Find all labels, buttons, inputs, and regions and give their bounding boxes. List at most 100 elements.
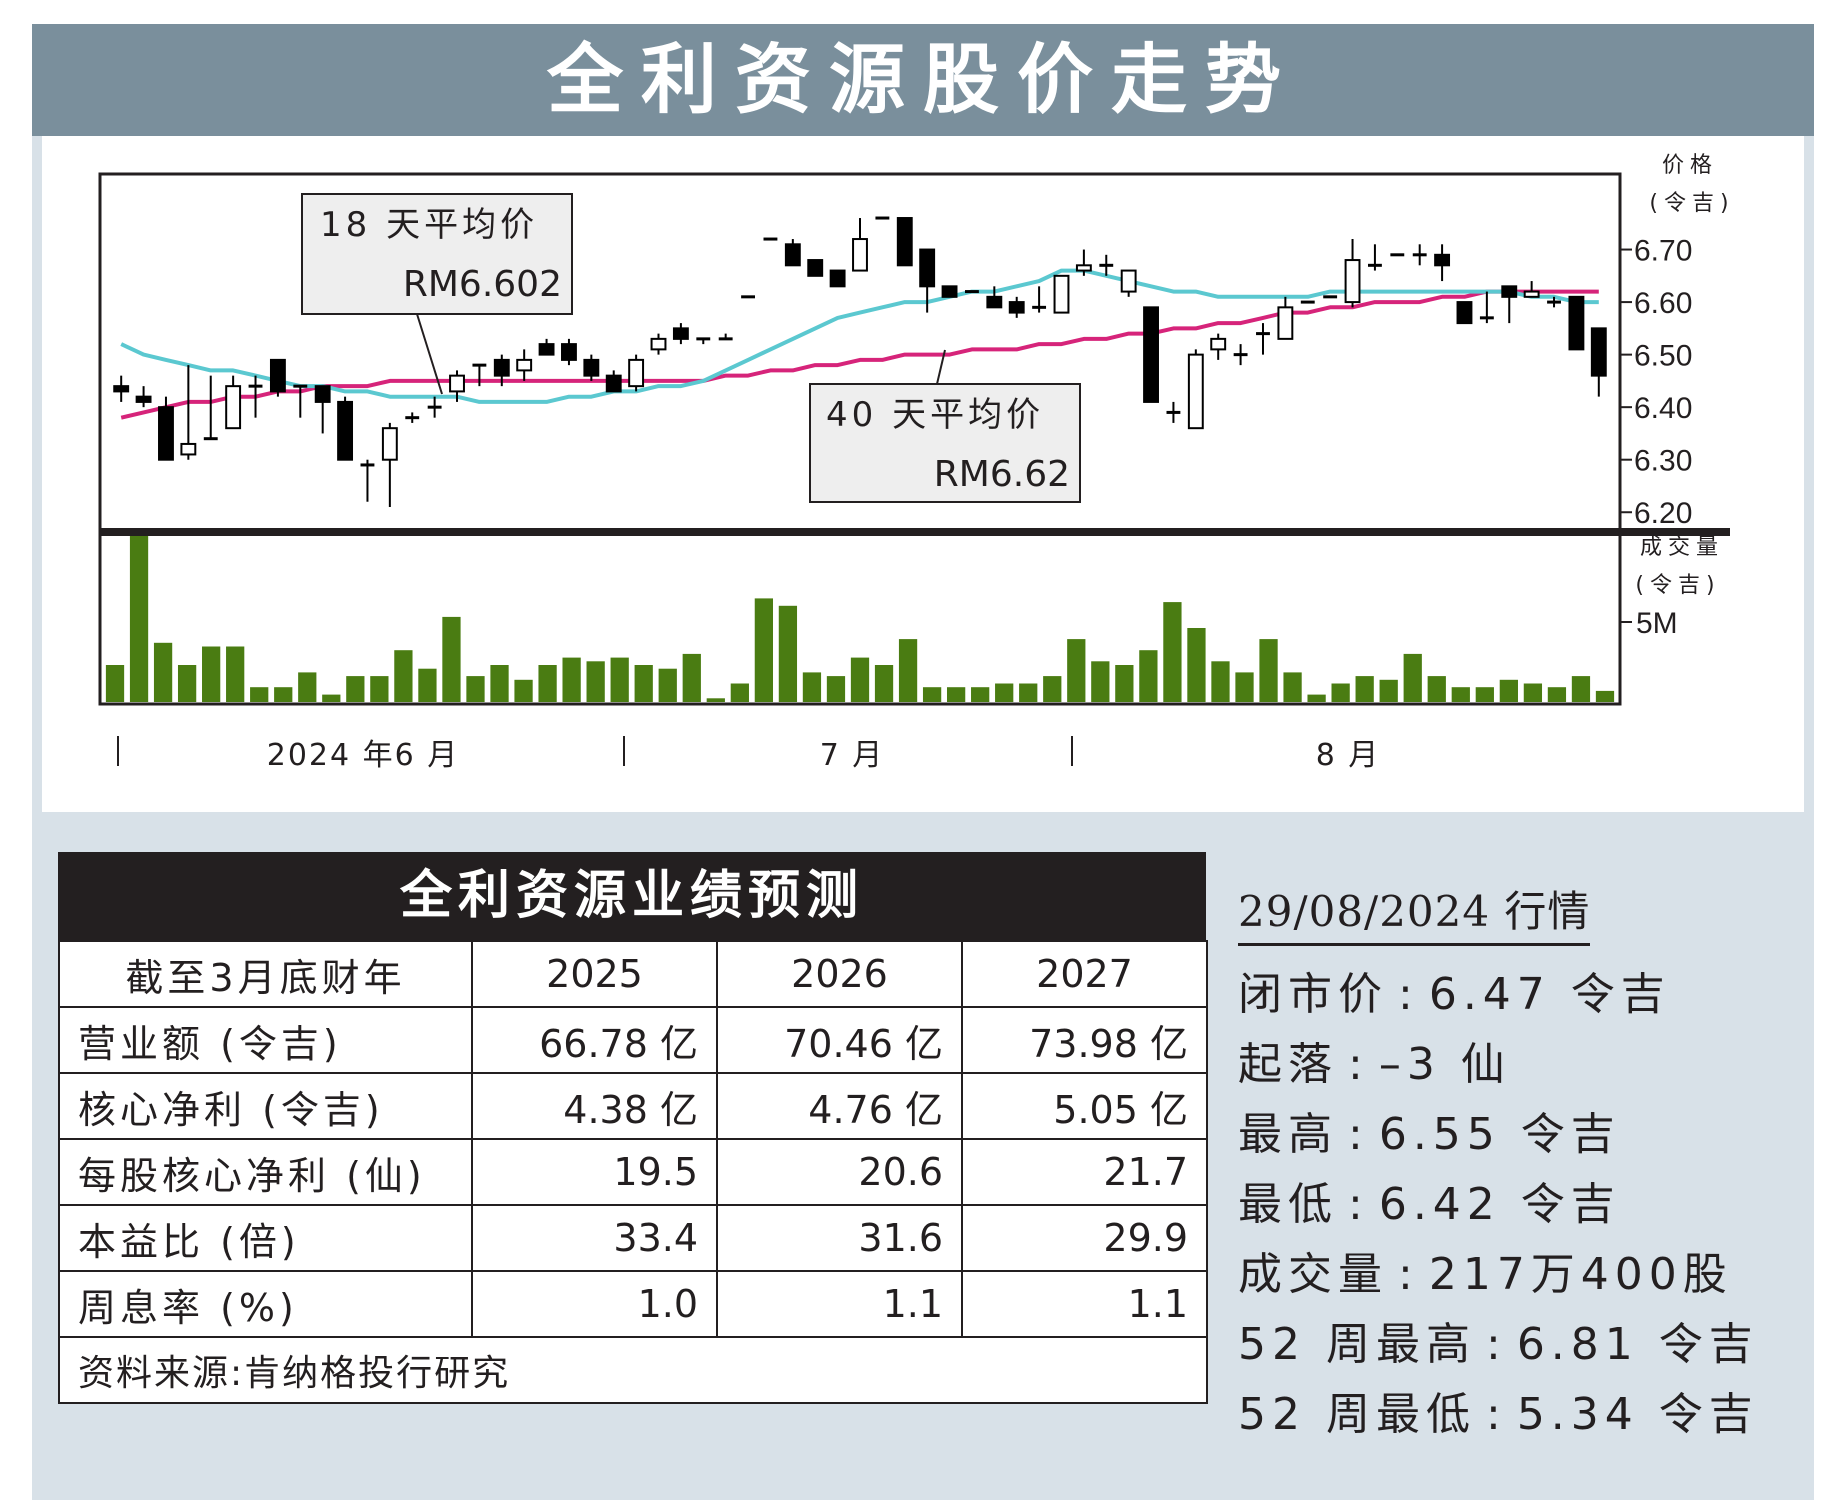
stat-label: 最高 bbox=[1238, 1109, 1338, 1160]
volume-bar bbox=[1571, 676, 1591, 702]
cell-value: 33.4 bbox=[471, 1204, 718, 1272]
ma40-callout-value: RM6.62 bbox=[934, 454, 1070, 495]
volume-bar bbox=[1163, 602, 1182, 702]
stat-separator: : bbox=[1485, 1319, 1507, 1370]
volume-bar bbox=[514, 679, 533, 702]
stat-separator: : bbox=[1348, 1039, 1369, 1090]
row-label: 核心净利 (令吉) bbox=[58, 1072, 473, 1140]
volume-bar bbox=[1067, 639, 1086, 702]
price-tick-label: 6.50 bbox=[1634, 340, 1692, 373]
stat-row: 52 周最高:6.81 令吉 bbox=[1238, 1308, 1759, 1372]
cell-value: 1.0 bbox=[471, 1270, 718, 1338]
volume-bar bbox=[610, 657, 629, 702]
cell-value: 21.7 bbox=[961, 1138, 1208, 1206]
table-header-row: 截至3月底财年 2025 2026 2027 bbox=[58, 940, 1208, 1008]
volume-bar bbox=[1331, 683, 1350, 702]
volume-bars bbox=[105, 535, 1615, 702]
volume-bar bbox=[1307, 694, 1326, 702]
cell-value: 20.6 bbox=[716, 1138, 963, 1206]
cell-value: 31.6 bbox=[716, 1204, 963, 1272]
volume-axis-unit: (令吉) bbox=[1635, 573, 1720, 598]
stat-value: –3 仙 bbox=[1378, 1039, 1511, 1090]
row-label: 周息率 (%) bbox=[58, 1270, 473, 1338]
table-row: 本益比 (倍) 33.4 31.6 29.9 bbox=[58, 1204, 1208, 1272]
volume-bar bbox=[177, 665, 197, 702]
volume-bar bbox=[634, 665, 653, 702]
stat-separator: : bbox=[1398, 969, 1419, 1020]
candle-body bbox=[1210, 337, 1227, 351]
candlesticks bbox=[113, 216, 1607, 507]
candle-body bbox=[941, 285, 958, 298]
stat-row: 起落: –3 仙 bbox=[1238, 1028, 1511, 1092]
candle-body bbox=[180, 442, 197, 456]
candle-body bbox=[538, 343, 555, 356]
candle-body bbox=[1187, 353, 1204, 430]
candle-body bbox=[225, 385, 242, 430]
ma40-callout-pointer bbox=[936, 349, 946, 385]
candle-body bbox=[516, 358, 533, 372]
ma40-callout-label: 40 天平均价 bbox=[826, 395, 1044, 435]
volume-bar bbox=[1187, 628, 1206, 702]
volume-bar bbox=[129, 535, 149, 702]
volume-bar bbox=[153, 642, 173, 702]
cell-value: 1.1 bbox=[961, 1270, 1208, 1338]
volume-bar bbox=[682, 653, 701, 702]
price-tick-label: 6.70 bbox=[1634, 235, 1692, 268]
volume-bar bbox=[1019, 683, 1038, 702]
volume-bar bbox=[1259, 639, 1278, 702]
candle-body bbox=[784, 243, 801, 267]
chart-title: 全利资源股价走势 bbox=[32, 24, 1814, 136]
header-cell: 2025 bbox=[471, 940, 718, 1008]
volume-bar bbox=[370, 676, 389, 702]
volume-bar bbox=[706, 698, 725, 702]
volume-bar bbox=[274, 687, 293, 702]
month-label: 8 月 bbox=[1316, 738, 1381, 773]
stat-value: 217万400股 bbox=[1428, 1249, 1733, 1300]
volume-bar bbox=[1235, 672, 1254, 702]
table-row: 周息率 (%) 1.0 1.1 1.1 bbox=[58, 1270, 1208, 1338]
cell-value: 4.38 亿 bbox=[471, 1072, 718, 1140]
cell-value: 1.1 bbox=[716, 1270, 963, 1338]
volume-bar bbox=[1427, 676, 1446, 702]
volume-bar bbox=[226, 646, 245, 702]
chart-frame bbox=[98, 172, 1730, 706]
volume-bar bbox=[538, 665, 557, 702]
stat-label: 最低 bbox=[1238, 1179, 1338, 1230]
volume-bar bbox=[1379, 679, 1398, 702]
stat-separator: : bbox=[1485, 1389, 1507, 1440]
stat-row: 52 周最低:5.34 令吉 bbox=[1238, 1378, 1759, 1442]
candle-body bbox=[583, 358, 600, 377]
volume-bar bbox=[658, 668, 677, 702]
volume-bar bbox=[1091, 661, 1110, 702]
cell-value: 19.5 bbox=[471, 1138, 718, 1206]
header-cell: 截至3月底财年 bbox=[58, 940, 473, 1008]
cell-value: 4.76 亿 bbox=[716, 1072, 963, 1140]
candle-body bbox=[1434, 253, 1451, 267]
table-row: 每股核心净利 (仙) 19.5 20.6 21.7 bbox=[58, 1138, 1208, 1206]
candle-body bbox=[135, 395, 152, 403]
table-row: 核心净利 (令吉) 4.38 亿 4.76 亿 5.05 亿 bbox=[58, 1072, 1208, 1140]
cell-value: 5.05 亿 bbox=[961, 1072, 1208, 1140]
volume-tick-label: 5M bbox=[1636, 607, 1678, 640]
stat-row: 最高:6.55 令吉 bbox=[1238, 1098, 1621, 1162]
volume-bar bbox=[418, 668, 437, 702]
stat-value: 6.47 令吉 bbox=[1428, 969, 1671, 1020]
candle-body bbox=[449, 374, 465, 393]
candle-body bbox=[829, 269, 846, 288]
volume-bar bbox=[778, 605, 798, 702]
volume-bar bbox=[562, 657, 581, 702]
volume-bar bbox=[442, 616, 461, 702]
price-tick-label: 6.40 bbox=[1634, 392, 1692, 425]
stat-value: 5.34 令吉 bbox=[1516, 1389, 1759, 1440]
volume-bar bbox=[105, 665, 125, 702]
volume-bar bbox=[1595, 690, 1615, 702]
candle-body bbox=[650, 337, 667, 351]
volume-bar bbox=[202, 646, 221, 702]
price-chart-area: 6.70 6.60 6.50 6.40 6.30 6.20 价格 (令吉) 5M 成交量 (令吉) 2… bbox=[42, 136, 1804, 812]
volume-bar bbox=[1499, 679, 1518, 702]
candle-body bbox=[1523, 290, 1540, 298]
candle-body bbox=[807, 259, 824, 277]
candle-body bbox=[381, 427, 398, 461]
candle-body bbox=[896, 217, 913, 267]
candle-body bbox=[1277, 306, 1294, 340]
